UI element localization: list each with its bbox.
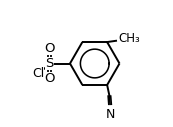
- Text: CH₃: CH₃: [118, 32, 140, 45]
- Text: O: O: [44, 72, 55, 85]
- Text: Cl: Cl: [32, 67, 44, 80]
- Text: O: O: [44, 42, 55, 55]
- Text: N: N: [105, 108, 115, 121]
- Text: S: S: [45, 57, 54, 70]
